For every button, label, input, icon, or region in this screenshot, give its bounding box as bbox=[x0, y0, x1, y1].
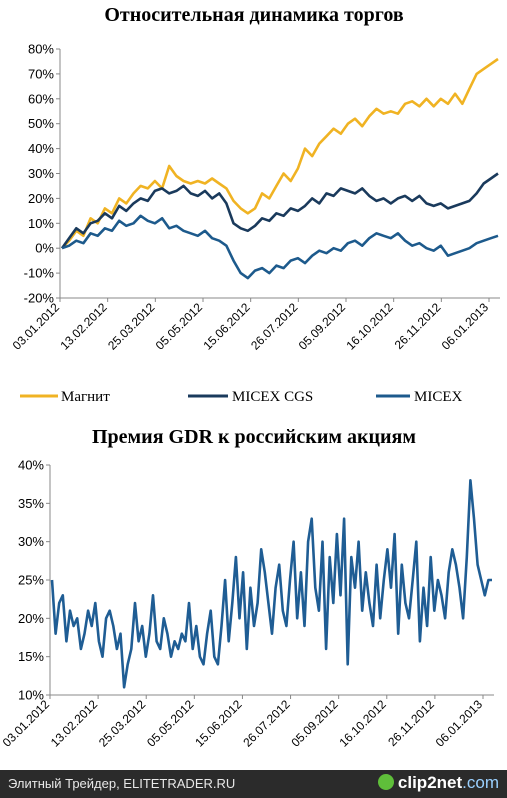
brand-domain: .com bbox=[462, 773, 499, 792]
chart1-y-tick-label: 10% bbox=[28, 216, 54, 231]
legend-label-magnit: Магнит bbox=[61, 389, 110, 405]
chart2-x-tick-label: 06.01.2013 bbox=[433, 697, 486, 750]
chart1-y-tick-label: 60% bbox=[28, 91, 54, 106]
chart1-series-line-1 bbox=[60, 172, 499, 249]
chart1-x-tick-label: 03.01.2012 bbox=[10, 300, 63, 353]
chart2-x-tick-label: 26.11.2012 bbox=[385, 697, 437, 749]
chart2-plot: 40% 35% 30% 25% 20% 15% 10%03.01.201213.02.201… bbox=[0, 458, 494, 750]
chart2-x-tick-label: 13.02.2012 bbox=[48, 697, 101, 750]
chart2-x-tick-label: 15.06.2012 bbox=[192, 697, 245, 750]
chart1-y-tick-label: 40% bbox=[28, 141, 54, 156]
chart2-x-tick-label: 05.05.2012 bbox=[144, 697, 197, 750]
chart1-y-tick-label: 50% bbox=[28, 116, 54, 131]
chart2-y-tick-label: 15% bbox=[18, 649, 44, 664]
chart1-y-tick-label: 0% bbox=[35, 241, 54, 256]
chart2-y-tick-label: 25% bbox=[18, 573, 44, 588]
chart1-y-tick-label: 30% bbox=[28, 166, 54, 181]
chart1-legend: Магнит MICEX CGS MICEX bbox=[20, 389, 463, 405]
chart1-title: Относительная динамика торгов bbox=[104, 4, 403, 26]
chart2-y-tick-label: 20% bbox=[18, 611, 44, 626]
brand-main: clip2net bbox=[397, 773, 463, 792]
clip2net-icon bbox=[377, 774, 394, 790]
chart2-x-tick-label: 25.03.2012 bbox=[96, 697, 149, 750]
chart1-x-tick-label: 15.06.2012 bbox=[200, 300, 253, 353]
chart1-x-tick-label: 26.07.2012 bbox=[248, 300, 301, 353]
chart1-series-line-0 bbox=[61, 57, 499, 250]
chart1-x-tick-label: 05.09.2012 bbox=[296, 300, 349, 353]
chart1-x-tick-label: 05.05.2012 bbox=[153, 300, 206, 353]
legend-label-micex-cgs: MICEX CGS bbox=[232, 389, 313, 405]
footer-source-text: Элитный Трейдер, ELITETRADER.RU bbox=[8, 776, 236, 791]
clip2net-logo[interactable]: clip2net.com bbox=[377, 773, 499, 793]
chart2-series-line-0 bbox=[50, 478, 492, 689]
chart1-series-line-2 bbox=[61, 214, 499, 280]
chart2-y-tick-label: 30% bbox=[18, 534, 44, 549]
chart2-x-tick-label: 03.01.2012 bbox=[0, 697, 52, 750]
chart2-y-tick-label: 40% bbox=[18, 458, 44, 473]
chart2-y-tick-label: 10% bbox=[18, 688, 44, 703]
chart2-title: Премия GDR к российским акциям bbox=[92, 426, 416, 448]
chart1-y-tick-label: -10% bbox=[24, 266, 55, 281]
chart2-y-tick-label: 35% bbox=[18, 496, 44, 511]
chart1-y-tick-label: 20% bbox=[28, 191, 54, 206]
chart1-y-tick-label: 70% bbox=[28, 66, 54, 81]
chart2-x-tick-label: 16.10.2012 bbox=[337, 697, 390, 750]
chart1-plot: 80% 70% 60% 50% 40% 30% 20% 10% 0% -10% -20%03.01.… bbox=[10, 42, 500, 353]
chart1-y-tick-label: -20% bbox=[24, 291, 55, 306]
chart1-x-tick-label: 13.02.2012 bbox=[57, 300, 110, 353]
chart1-y-tick-label: 80% bbox=[28, 42, 54, 57]
chart1-x-tick-label: 16.10.2012 bbox=[343, 300, 396, 353]
chart2-x-tick-label: 26.07.2012 bbox=[240, 697, 293, 750]
chart1-x-tick-label: 25.03.2012 bbox=[105, 300, 158, 353]
footer-bar: Элитный Трейдер, ELITETRADER.RU clip2net… bbox=[0, 770, 507, 798]
chart2-x-tick-label: 05.09.2012 bbox=[288, 697, 341, 750]
chart1-x-tick-label: 06.01.2013 bbox=[439, 300, 492, 353]
legend-label-micex: MICEX bbox=[414, 389, 463, 405]
chart1-x-tick-label: 26.11.2012 bbox=[392, 300, 444, 352]
